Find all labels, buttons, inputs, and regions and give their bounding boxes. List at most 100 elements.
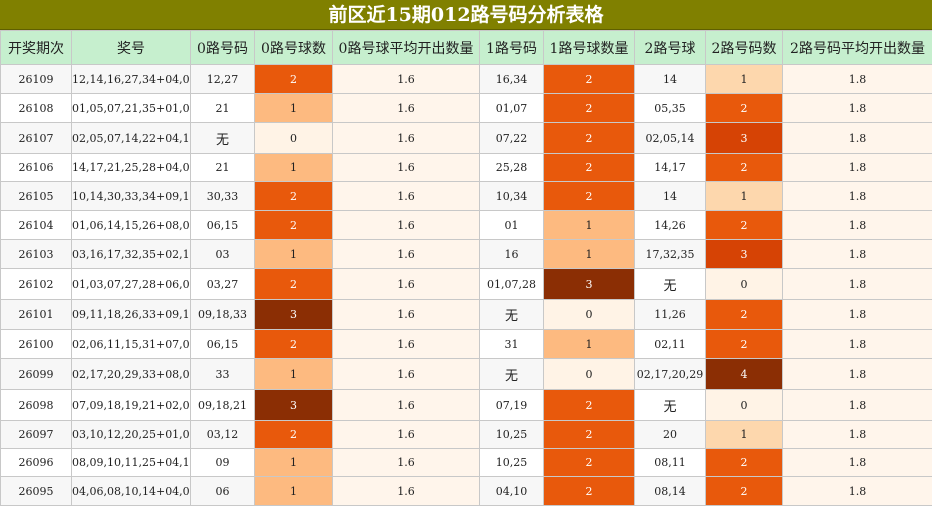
cell-period: 26109 bbox=[1, 65, 72, 94]
cell-route2-avg: 1.8 bbox=[783, 182, 932, 211]
cell-route0-numbers: 03 bbox=[191, 240, 255, 269]
cell-route0-avg: 1.6 bbox=[333, 359, 480, 390]
cell-route1-numbers: 01 bbox=[480, 211, 544, 240]
header-route1-numbers: 1路号码 bbox=[480, 31, 544, 65]
cell-numbers: 01,05,07,21,35+01,04 bbox=[72, 94, 191, 123]
cell-period: 26100 bbox=[1, 330, 72, 359]
cell-route2-count: 2 bbox=[706, 300, 783, 330]
cell-route1-numbers: 10,25 bbox=[480, 421, 544, 449]
cell-numbers: 03,10,12,20,25+01,09 bbox=[72, 421, 191, 449]
cell-route1-numbers: 01,07 bbox=[480, 94, 544, 123]
cell-period: 26096 bbox=[1, 449, 72, 477]
cell-route0-count: 2 bbox=[255, 269, 333, 300]
cell-route1-count: 1 bbox=[544, 211, 635, 240]
table-title: 前区近15期012路号码分析表格 bbox=[0, 0, 932, 30]
cell-route2-count: 1 bbox=[706, 65, 783, 94]
cell-numbers: 08,09,10,11,25+04,12 bbox=[72, 449, 191, 477]
cell-route0-count: 1 bbox=[255, 154, 333, 182]
cell-route0-avg: 1.6 bbox=[333, 94, 480, 123]
cell-route2-count: 2 bbox=[706, 211, 783, 240]
cell-route2-count: 3 bbox=[706, 240, 783, 269]
cell-route0-avg: 1.6 bbox=[333, 65, 480, 94]
cell-route2-count: 4 bbox=[706, 359, 783, 390]
cell-route1-count: 3 bbox=[544, 269, 635, 300]
cell-route0-numbers: 21 bbox=[191, 154, 255, 182]
cell-period: 26095 bbox=[1, 477, 72, 506]
cell-numbers: 03,16,17,32,35+02,12 bbox=[72, 240, 191, 269]
cell-route0-numbers: 03,27 bbox=[191, 269, 255, 300]
cell-route2-numbers: 05,35 bbox=[635, 94, 706, 123]
cell-route1-count: 0 bbox=[544, 300, 635, 330]
cell-route0-avg: 1.6 bbox=[333, 269, 480, 300]
analysis-table: 开奖期次 奖号 0路号码 0路号球数 0路号球平均开出数量 1路号码 1路号球数… bbox=[0, 30, 932, 506]
cell-route0-count: 1 bbox=[255, 449, 333, 477]
cell-route0-avg: 1.6 bbox=[333, 240, 480, 269]
cell-route2-avg: 1.8 bbox=[783, 390, 932, 421]
cell-route2-count: 0 bbox=[706, 390, 783, 421]
cell-route1-count: 2 bbox=[544, 477, 635, 506]
cell-route0-count: 2 bbox=[255, 421, 333, 449]
cell-route0-numbers: 30,33 bbox=[191, 182, 255, 211]
cell-period: 26097 bbox=[1, 421, 72, 449]
header-route2-avg: 2路号码平均开出数量 bbox=[783, 31, 932, 65]
header-route2-numbers: 2路号球 bbox=[635, 31, 706, 65]
cell-route2-numbers: 无 bbox=[635, 269, 706, 300]
cell-route1-numbers: 无 bbox=[480, 300, 544, 330]
cell-route1-numbers: 04,10 bbox=[480, 477, 544, 506]
cell-numbers: 12,14,16,27,34+04,08 bbox=[72, 65, 191, 94]
cell-route0-numbers: 33 bbox=[191, 359, 255, 390]
cell-route0-numbers: 无 bbox=[191, 123, 255, 154]
cell-route2-numbers: 02,05,14 bbox=[635, 123, 706, 154]
cell-route2-count: 2 bbox=[706, 449, 783, 477]
cell-route2-count: 2 bbox=[706, 330, 783, 359]
cell-numbers: 02,17,20,29,33+08,09 bbox=[72, 359, 191, 390]
cell-route0-count: 2 bbox=[255, 330, 333, 359]
cell-numbers: 01,06,14,15,26+08,09 bbox=[72, 211, 191, 240]
cell-route0-count: 3 bbox=[255, 300, 333, 330]
cell-route1-numbers: 10,34 bbox=[480, 182, 544, 211]
header-numbers: 奖号 bbox=[72, 31, 191, 65]
cell-route2-numbers: 14 bbox=[635, 182, 706, 211]
cell-route0-avg: 1.6 bbox=[333, 421, 480, 449]
cell-route0-numbers: 06 bbox=[191, 477, 255, 506]
cell-period: 26108 bbox=[1, 94, 72, 123]
cell-route0-numbers: 03,12 bbox=[191, 421, 255, 449]
cell-route0-count: 1 bbox=[255, 94, 333, 123]
cell-route2-avg: 1.8 bbox=[783, 269, 932, 300]
cell-numbers: 09,11,18,26,33+09,11 bbox=[72, 300, 191, 330]
cell-period: 26104 bbox=[1, 211, 72, 240]
cell-route0-count: 2 bbox=[255, 182, 333, 211]
cell-route2-numbers: 11,26 bbox=[635, 300, 706, 330]
cell-route2-avg: 1.8 bbox=[783, 330, 932, 359]
cell-route0-count: 1 bbox=[255, 359, 333, 390]
cell-route0-avg: 1.6 bbox=[333, 330, 480, 359]
cell-route1-numbers: 07,19 bbox=[480, 390, 544, 421]
cell-route1-count: 1 bbox=[544, 330, 635, 359]
cell-numbers: 14,17,21,25,28+04,06 bbox=[72, 154, 191, 182]
cell-route1-count: 2 bbox=[544, 123, 635, 154]
cell-route0-count: 1 bbox=[255, 240, 333, 269]
cell-period: 26107 bbox=[1, 123, 72, 154]
cell-route2-avg: 1.8 bbox=[783, 421, 932, 449]
cell-route0-avg: 1.6 bbox=[333, 449, 480, 477]
cell-numbers: 01,03,07,27,28+06,07 bbox=[72, 269, 191, 300]
cell-route2-numbers: 14 bbox=[635, 65, 706, 94]
cell-numbers: 02,05,07,14,22+04,10 bbox=[72, 123, 191, 154]
cell-route2-numbers: 08,11 bbox=[635, 449, 706, 477]
cell-period: 26105 bbox=[1, 182, 72, 211]
cell-route0-count: 2 bbox=[255, 211, 333, 240]
cell-route0-numbers: 09 bbox=[191, 449, 255, 477]
cell-route0-numbers: 06,15 bbox=[191, 211, 255, 240]
cell-route2-count: 2 bbox=[706, 154, 783, 182]
cell-route2-numbers: 02,17,20,29 bbox=[635, 359, 706, 390]
cell-route2-numbers: 14,26 bbox=[635, 211, 706, 240]
cell-route1-count: 2 bbox=[544, 94, 635, 123]
